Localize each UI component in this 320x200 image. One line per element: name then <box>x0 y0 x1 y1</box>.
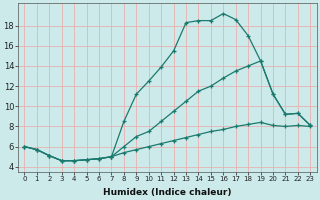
X-axis label: Humidex (Indice chaleur): Humidex (Indice chaleur) <box>103 188 232 197</box>
